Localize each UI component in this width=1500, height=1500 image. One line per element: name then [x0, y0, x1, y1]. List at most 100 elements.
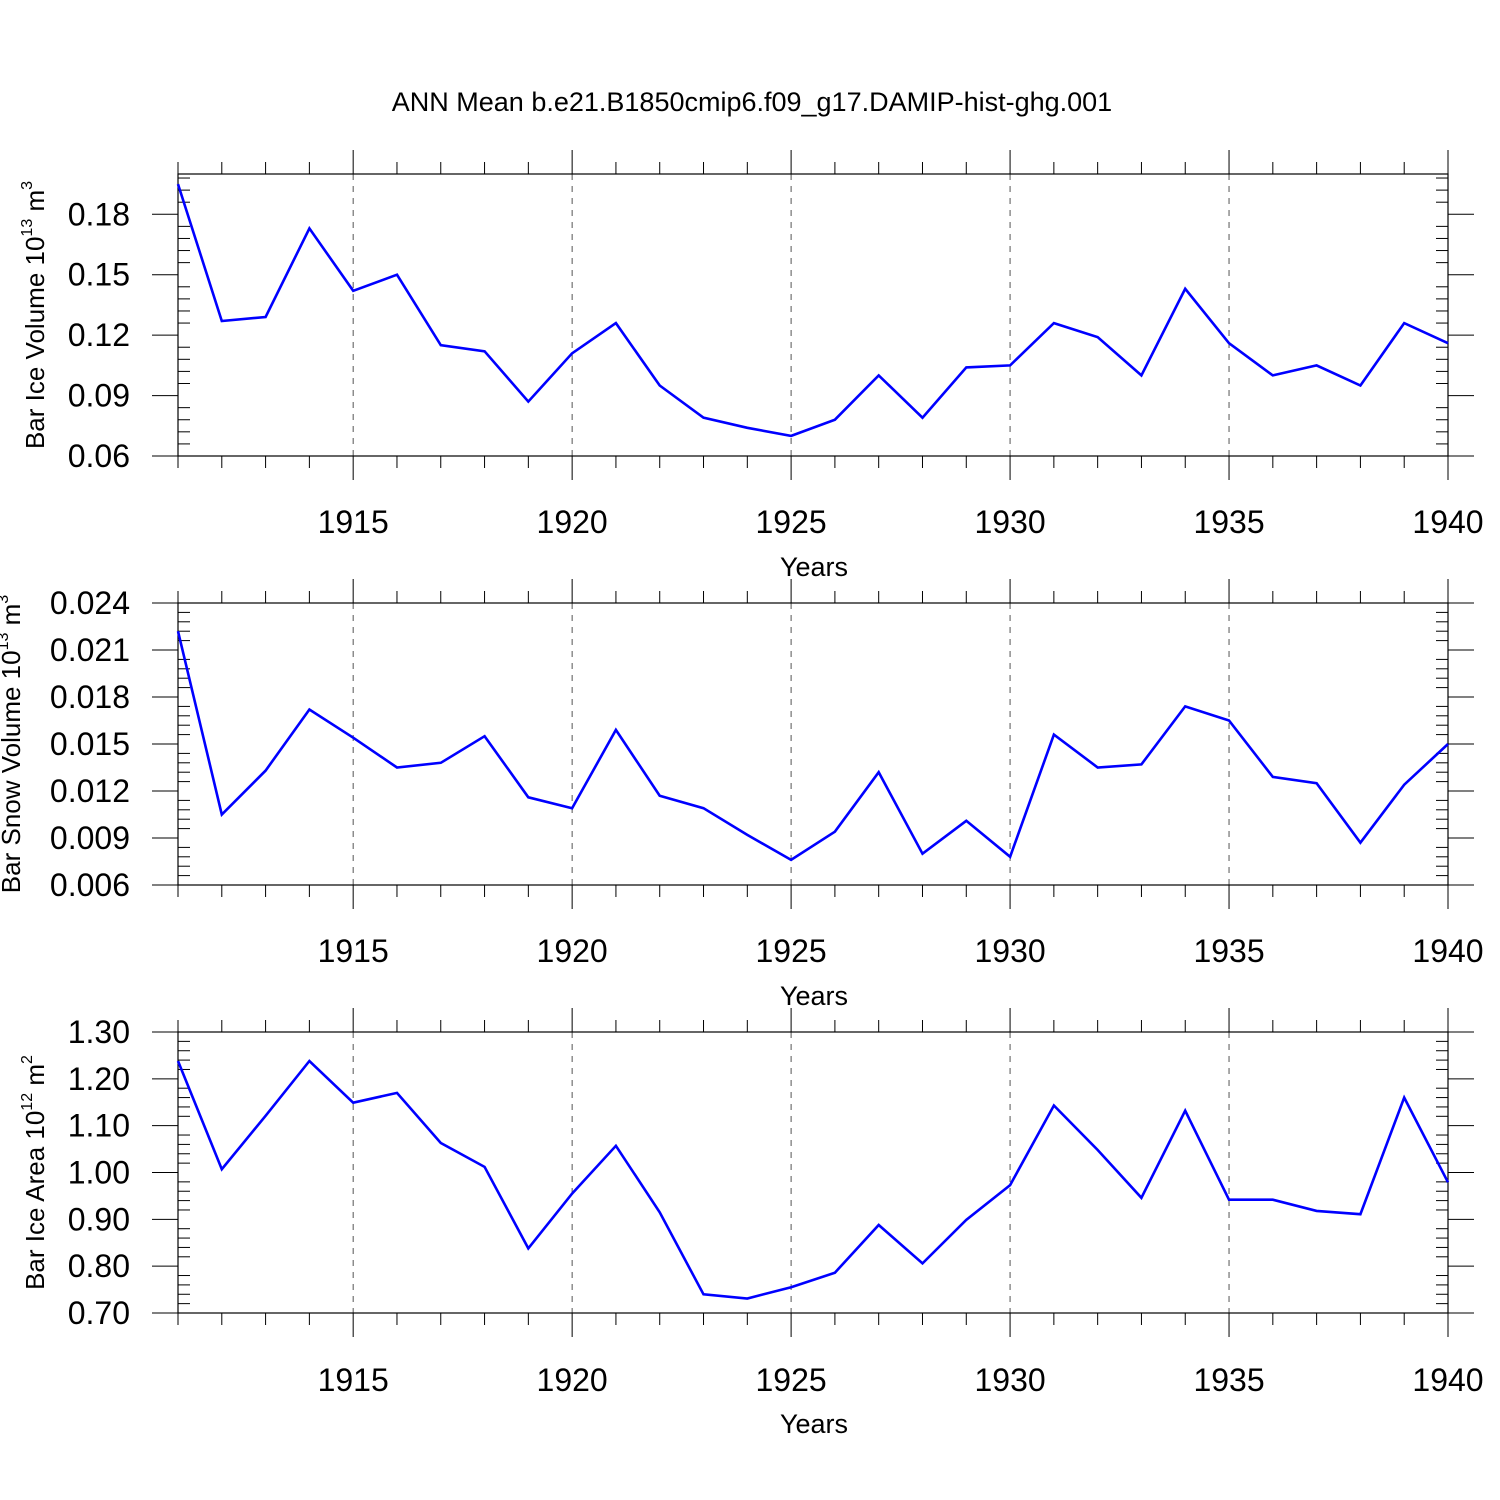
data-point	[614, 1144, 618, 1148]
data-point	[220, 813, 224, 817]
data-point	[833, 1271, 837, 1275]
y-tick-label: 0.006	[50, 867, 130, 903]
data-point	[264, 315, 268, 319]
y-axis-title: Bar Ice Area 1012 m2	[19, 1055, 50, 1290]
data-point	[1183, 704, 1187, 708]
data-point	[1315, 1209, 1319, 1213]
data-point	[745, 833, 749, 837]
data-point	[1052, 733, 1056, 737]
x-tick-label: 1920	[537, 933, 608, 969]
y-tick-label: 0.09	[68, 378, 130, 414]
data-point	[1271, 1198, 1275, 1202]
x-tick-label: 1915	[318, 933, 389, 969]
y-tick-label: 1.00	[68, 1155, 130, 1191]
data-point	[570, 806, 574, 810]
data-point	[1315, 781, 1319, 785]
data-point	[395, 766, 399, 770]
data-point	[570, 1192, 574, 1196]
y-tick-label: 0.015	[50, 726, 130, 762]
y-tick-label: 0.06	[68, 438, 130, 474]
data-point	[833, 418, 837, 422]
data-point	[920, 852, 924, 856]
chart-panel-1: 0.06 0.09 0.12 0.15 0.18 1915 1920 1925 1930 1935…	[19, 150, 1484, 582]
x-axis-title: Years	[780, 552, 848, 582]
data-point	[789, 434, 793, 438]
x-tick-label: 1920	[537, 504, 608, 540]
y-tick-label: 0.012	[50, 773, 130, 809]
data-point	[483, 734, 487, 738]
series-line	[176, 183, 1449, 438]
data-point	[1446, 341, 1450, 345]
x-tick-label: 1915	[318, 504, 389, 540]
plot-frame	[177, 602, 1449, 886]
data-point	[1358, 841, 1362, 845]
x-tick-label: 1935	[1193, 504, 1264, 540]
data-point	[1446, 742, 1450, 746]
data-point	[920, 1261, 924, 1265]
chart-title: ANN Mean b.e21.B1850cmip6.f09_g17.DAMIP-…	[392, 87, 1112, 117]
plot-frame	[177, 1031, 1449, 1314]
data-point	[570, 351, 574, 355]
data-point	[920, 416, 924, 420]
data-point	[614, 321, 618, 325]
data-point	[395, 1091, 399, 1095]
data-point	[351, 1101, 355, 1105]
y-tick-label: 0.018	[50, 679, 130, 715]
chart-panel-3: 0.70 0.80 0.90 1.00 1.10 1.20 1.30 1915 1920 1925…	[19, 1008, 1484, 1439]
data-point	[1402, 1096, 1406, 1100]
data-point	[483, 1165, 487, 1169]
data-point	[1358, 384, 1362, 388]
x-tick-label: 1920	[537, 1362, 608, 1398]
data-point	[964, 365, 968, 369]
y-tick-label: 0.009	[50, 820, 130, 856]
series-line	[176, 1059, 1450, 1300]
x-tick-label: 1930	[974, 1362, 1045, 1398]
data-point	[483, 349, 487, 353]
x-tick-label: 1940	[1412, 1362, 1483, 1398]
data-point	[745, 1296, 749, 1300]
data-point	[351, 736, 355, 740]
data-point	[964, 819, 968, 823]
y-axis-title: Bar Snow Volume 1013 m3	[0, 595, 26, 894]
data-point	[877, 770, 881, 774]
data-point	[439, 761, 443, 765]
data-point	[526, 1246, 530, 1250]
data-point	[220, 1167, 224, 1171]
data-point	[1008, 855, 1012, 859]
data-point	[1052, 1104, 1056, 1108]
data-point	[1096, 1148, 1100, 1152]
data-point	[1139, 762, 1143, 766]
data-point	[1052, 321, 1056, 325]
x-tick-label: 1925	[756, 933, 827, 969]
data-point	[395, 273, 399, 277]
x-tick-label: 1915	[318, 1362, 389, 1398]
data-point	[264, 1114, 268, 1118]
y-tick-label: 0.90	[68, 1201, 130, 1237]
data-point	[1227, 1198, 1231, 1202]
data-point	[964, 1218, 968, 1222]
data-point	[702, 416, 706, 420]
data-point	[1183, 1109, 1187, 1113]
data-point	[220, 319, 224, 323]
x-tick-label: 1940	[1412, 504, 1483, 540]
data-point	[789, 1285, 793, 1289]
x-axis-title: Years	[780, 981, 848, 1011]
data-point	[658, 384, 662, 388]
data-point	[658, 794, 662, 798]
data-point	[1096, 335, 1100, 339]
data-point	[1315, 363, 1319, 367]
data-point	[526, 400, 530, 404]
y-tick-label: 0.021	[50, 632, 130, 668]
data-point	[264, 769, 268, 773]
y-tick-label: 0.024	[50, 585, 130, 621]
x-tick-label: 1925	[756, 1362, 827, 1398]
data-point	[789, 858, 793, 862]
x-tick-label: 1930	[974, 933, 1045, 969]
data-point	[1096, 766, 1100, 770]
data-point	[614, 728, 618, 732]
data-point	[833, 830, 837, 834]
data-point	[702, 1292, 706, 1296]
data-point	[1271, 775, 1275, 779]
data-point	[1139, 1196, 1143, 1200]
